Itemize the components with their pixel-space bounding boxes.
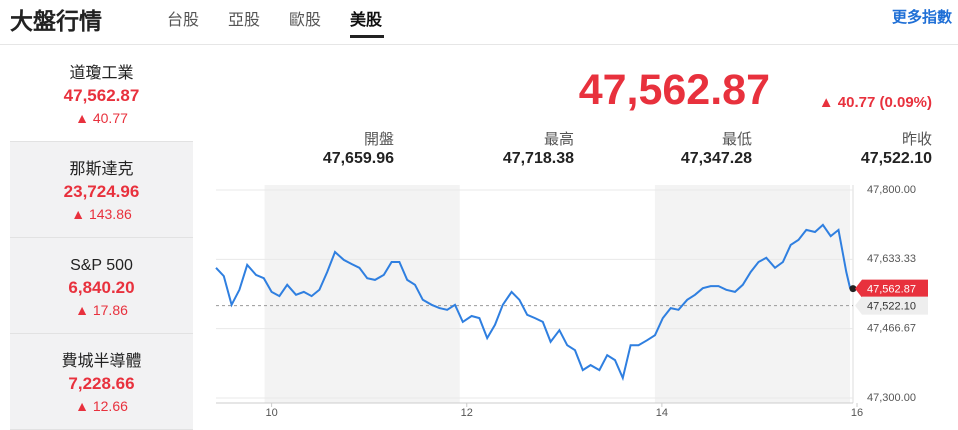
stat-label: 開盤: [363, 131, 394, 148]
index-item[interactable]: S&P 500 6,840.20 ▲ 17.86: [10, 238, 193, 334]
price-change: ▲ 40.77 (0.09%): [818, 94, 932, 111]
index-change: ▲ 12.66: [75, 398, 128, 414]
index-change: ▲ 17.86: [75, 302, 128, 318]
session-band: [264, 185, 460, 403]
current-tag: [855, 279, 928, 298]
x-tick-label: 14: [656, 407, 668, 419]
current-dot: [849, 285, 857, 293]
stat-label: 最低: [721, 131, 752, 148]
index-value: 47,562.87: [63, 86, 140, 105]
stat-label: 昨收: [901, 131, 932, 148]
index-name: S&P 500: [70, 257, 133, 274]
stat-label: 最高: [543, 131, 574, 148]
x-tick-label: 12: [461, 407, 473, 419]
x-tick-label: 16: [851, 407, 863, 419]
tab[interactable]: 台股: [167, 12, 200, 29]
tab[interactable]: 亞股: [228, 12, 261, 29]
index-change: ▲ 143.86: [71, 206, 132, 222]
previous-close-tag: [855, 296, 928, 315]
price: 47,562.87: [578, 66, 770, 114]
stat-value: 47,659.96: [322, 150, 394, 167]
price-line: [215, 223, 852, 382]
y-tick-label: 47,466.67: [867, 323, 916, 335]
y-tick-label: 47,633.33: [867, 253, 916, 265]
index-item[interactable]: 那斯達克 23,724.96 ▲ 143.86: [10, 142, 193, 238]
index-name: 費城半導體: [61, 353, 142, 370]
index-name: 那斯達克: [69, 161, 134, 178]
current-label: 47,562.87: [867, 284, 916, 296]
more-link[interactable]: 更多指數: [891, 9, 952, 26]
tab[interactable]: 歐股: [289, 12, 322, 29]
index-name: 道瓊工業: [69, 65, 134, 82]
index-item[interactable]: 道瓊工業 47,562.87 ▲ 40.77: [10, 46, 193, 142]
index-item[interactable]: 費城半導體 7,228.66 ▲ 12.66: [10, 334, 193, 430]
x-tick-label: 10: [265, 407, 277, 419]
index-value: 7,228.66: [68, 374, 135, 393]
y-tick-label: 47,300.00: [867, 392, 916, 404]
index-value: 6,840.20: [68, 278, 135, 297]
previous-close-label: 47,522.10: [867, 301, 916, 313]
divider: [0, 44, 958, 45]
stat-value: 47,347.28: [680, 150, 752, 167]
stat-value: 47,718.38: [502, 150, 574, 167]
stat-value: 47,522.10: [860, 150, 932, 167]
tab[interactable]: 美股: [350, 12, 383, 29]
page-title: 大盤行情: [10, 8, 102, 34]
index-value: 23,724.96: [63, 182, 140, 201]
y-tick-label: 47,800.00: [867, 184, 916, 196]
session-band: [654, 185, 850, 403]
index-change: ▲ 40.77: [75, 110, 128, 126]
tab-underline: [350, 35, 384, 38]
